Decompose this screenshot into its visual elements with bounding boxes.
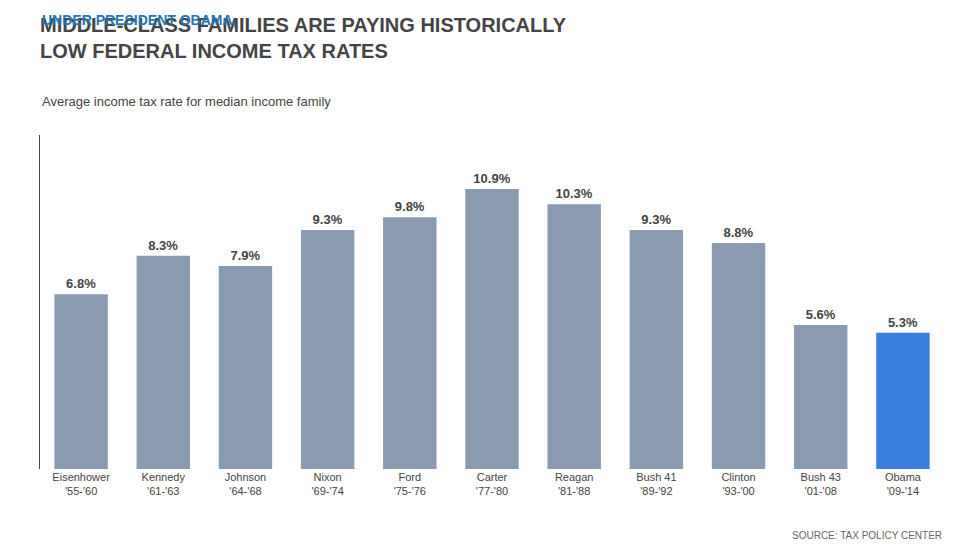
svg-text:Reagan'81-'88: Reagan'81-'88: [555, 471, 594, 497]
svg-text:8.8%: 8.8%: [724, 225, 754, 240]
svg-text:UNDER PRESIDENT OBAMA,: UNDER PRESIDENT OBAMA,: [42, 12, 236, 28]
svg-text:6.8%: 6.8%: [66, 276, 96, 291]
svg-text:MIDDLE-CLASS FAMILIES ARE PAYI: MIDDLE-CLASS FAMILIES ARE PAYING HISTORI…: [40, 14, 567, 62]
svg-text:Obama'09-'14: Obama'09-'14: [885, 471, 922, 497]
svg-text:Johnson'64-'68: Johnson'64-'68: [225, 471, 267, 497]
svg-text:5.3%: 5.3%: [888, 315, 918, 330]
svg-text:Bush 43'01-'08: Bush 43'01-'08: [801, 471, 841, 497]
svg-text:7.9%: 7.9%: [230, 248, 260, 263]
svg-text:5.6%: 5.6%: [806, 307, 836, 322]
svg-text:Clinton'93-'00: Clinton'93-'00: [721, 471, 755, 497]
svg-text:10.9%: 10.9%: [473, 171, 510, 186]
svg-text:10.3%: 10.3%: [556, 186, 593, 201]
svg-text:SOURCE: TAX POLICY CENTER: SOURCE: TAX POLICY CENTER: [792, 530, 942, 541]
svg-text:Average income tax rate for me: Average income tax rate for median incom…: [42, 94, 331, 109]
svg-text:Nixon'69-'74: Nixon'69-'74: [311, 471, 343, 497]
svg-text:Carter'77-'80: Carter'77-'80: [476, 471, 508, 497]
svg-text:9.3%: 9.3%: [641, 212, 671, 227]
svg-text:9.8%: 9.8%: [395, 199, 425, 214]
svg-text:Eisenhower'55-'60: Eisenhower'55-'60: [52, 471, 110, 497]
svg-text:Ford'75-'76: Ford'75-'76: [394, 471, 426, 497]
svg-text:Kennedy'61-'63: Kennedy'61-'63: [142, 471, 186, 497]
svg-text:8.3%: 8.3%: [148, 238, 178, 253]
svg-text:Bush 41'89-'92: Bush 41'89-'92: [636, 471, 676, 497]
svg-text:9.3%: 9.3%: [313, 212, 343, 227]
